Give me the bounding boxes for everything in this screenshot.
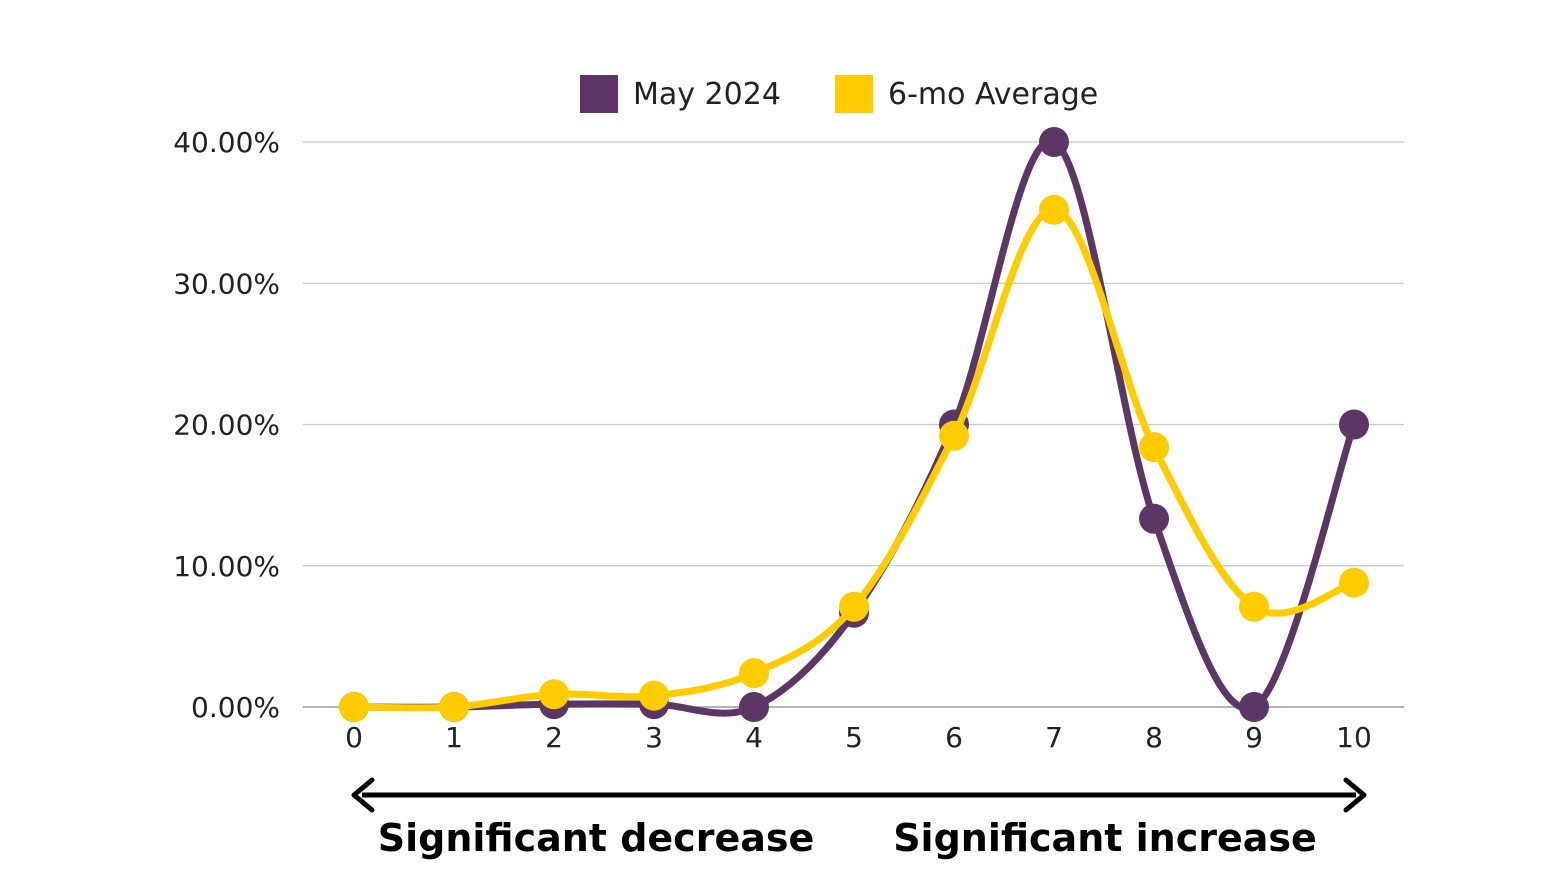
series-lines <box>339 127 1369 722</box>
data-point <box>439 692 469 722</box>
legend: May 2024 6-mo Average <box>580 75 1098 113</box>
series-line <box>350 206 1358 712</box>
data-point <box>1239 591 1269 622</box>
data-point <box>1039 194 1069 225</box>
arrow-left-icon <box>351 777 375 813</box>
y-tick-label: 30.00% <box>173 267 280 300</box>
gridlines <box>303 141 1404 708</box>
legend-label: May 2024 <box>633 77 781 112</box>
data-point <box>1339 409 1369 440</box>
x-tick-label: 2 <box>545 721 563 754</box>
legend-swatch <box>580 75 618 113</box>
x-tick-label: 10 <box>1336 721 1372 754</box>
legend-label: 6-mo Average <box>888 77 1098 112</box>
data-point <box>939 420 969 451</box>
data-point <box>739 658 769 689</box>
y-tick-label: 0.00% <box>191 691 280 724</box>
y-tick-label: 20.00% <box>173 409 280 442</box>
x-tick-label: 1 <box>445 721 463 754</box>
scale-label-increase: Significant increase <box>893 816 1317 860</box>
legend-item: 6-mo Average <box>835 75 1098 113</box>
y-tick-label: 10.00% <box>173 550 280 583</box>
y-tick-label: 40.00% <box>173 126 280 159</box>
legend-item: May 2024 <box>580 75 781 113</box>
x-tick-label: 0 <box>345 721 363 754</box>
scale-arrow <box>351 777 1367 813</box>
arrow-right-icon <box>1343 777 1367 813</box>
data-point <box>1039 127 1069 157</box>
data-point <box>639 680 669 711</box>
x-tick-label: 7 <box>1045 721 1063 754</box>
data-point <box>1139 432 1169 463</box>
x-tick-label: 6 <box>945 721 963 754</box>
scale-label-decrease: Significant decrease <box>378 816 815 860</box>
data-point <box>839 591 869 622</box>
x-tick-label: 5 <box>845 721 863 754</box>
x-tick-label: 4 <box>745 721 763 754</box>
y-axis-ticks: 0.00% 10.00% 20.00% 30.00% 40.00% <box>173 126 280 724</box>
data-point <box>1339 567 1369 598</box>
data-point <box>739 692 769 722</box>
x-tick-label: 3 <box>645 721 663 754</box>
data-point <box>1139 503 1169 534</box>
legend-swatch <box>835 75 873 113</box>
data-point <box>339 692 369 722</box>
x-tick-label: 8 <box>1145 721 1163 754</box>
data-point <box>1239 692 1269 722</box>
series-6-mo-average <box>339 194 1369 722</box>
data-point <box>539 679 569 710</box>
x-axis-ticks: 0 1 2 3 4 5 6 7 8 9 10 <box>345 721 1372 754</box>
x-tick-label: 9 <box>1245 721 1263 754</box>
